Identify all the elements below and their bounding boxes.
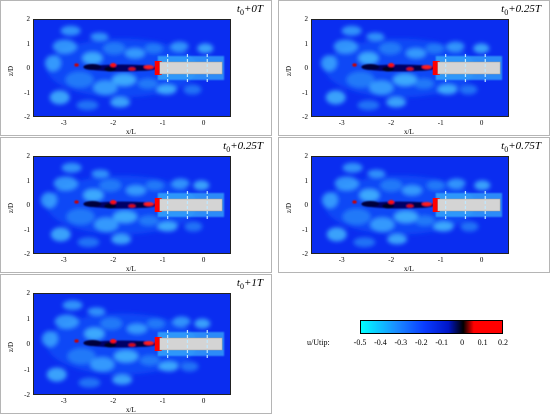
velocity-contour-plot <box>311 19 509 117</box>
y-axis-label: z/D <box>285 65 293 76</box>
y-tick-label: -1 <box>24 88 30 97</box>
x-tick-label: 0 <box>201 119 206 127</box>
contour-field <box>33 156 231 254</box>
x-tick-label: -3 <box>60 256 67 264</box>
x-tick-label: -2 <box>388 256 395 264</box>
colorbar-title: u/Utip: <box>307 338 330 347</box>
time-label: t0+0T <box>236 3 263 18</box>
contour-field <box>33 19 231 117</box>
x-tick-label: -1 <box>159 119 166 127</box>
y-axis-label: z/D <box>285 202 293 213</box>
y-tick-label: 0 <box>26 201 31 209</box>
x-tick-label: -1 <box>437 256 444 264</box>
x-tick-label: 0 <box>479 119 484 127</box>
y-tick-label: 1 <box>304 39 309 48</box>
y-tick-label: -2 <box>302 250 308 258</box>
contour-field <box>33 293 231 395</box>
x-tick-label: -1 <box>437 119 444 127</box>
x-tick-label: -3 <box>338 256 345 264</box>
velocity-contour-plot <box>33 293 231 395</box>
x-tick-label: -2 <box>110 397 117 405</box>
y-tick-label: 2 <box>26 289 31 297</box>
y-tick-label: 0 <box>26 340 31 348</box>
y-tick-label: 1 <box>26 176 31 185</box>
velocity-contour-plot <box>33 156 231 254</box>
flow-panel: t0+0.25T 2 1 0 -1 -2 -3 -2 -1 0 x/L z/D <box>0 137 272 273</box>
x-tick-label: -2 <box>110 256 117 264</box>
flow-panel: t0+0.25T 2 1 0 -1 -2 -3 -2 -1 0 x/L z/D <box>278 0 550 136</box>
y-tick-label: -2 <box>302 113 308 121</box>
x-axis-label: x/L <box>126 406 136 414</box>
y-tick-label: -1 <box>302 225 308 234</box>
y-tick-label: 2 <box>304 152 309 160</box>
x-tick-label: -2 <box>388 119 395 127</box>
velocity-contour-plot <box>33 19 231 117</box>
y-axis-label: z/D <box>7 341 15 352</box>
y-tick-label: -1 <box>24 225 30 234</box>
contour-field <box>311 19 509 117</box>
x-tick-label: -3 <box>60 119 67 127</box>
y-tick-label: 1 <box>26 39 31 48</box>
velocity-contour-plot <box>311 156 509 254</box>
y-tick-label: 2 <box>26 15 31 23</box>
flow-panel: t0+1T 2 1 0 -1 -2 -3 -2 -1 0 x/L z/D <box>0 274 272 414</box>
y-axis-label: z/D <box>7 65 15 76</box>
colorbar-tick-label: -0.3 <box>394 338 408 347</box>
colorbar: u/Utip: -0.5 -0.4 -0.3 -0.2 -0.1 0 0.1 0.2 <box>305 315 520 370</box>
colorbar-tick-label: -0.4 <box>374 338 387 347</box>
y-tick-label: -1 <box>24 365 30 374</box>
time-label: t0+0.25T <box>501 3 541 18</box>
time-label: t0+1T <box>236 277 263 292</box>
y-axis-label: z/D <box>7 202 15 213</box>
x-tick-label: -1 <box>159 256 166 264</box>
x-tick-label: 0 <box>201 397 206 405</box>
y-tick-label: -2 <box>24 250 30 258</box>
colorbar-tick-label: 0 <box>460 338 465 347</box>
y-tick-label: 1 <box>304 176 309 185</box>
time-label: t0+0.75T <box>501 140 541 155</box>
y-tick-label: 0 <box>304 201 309 209</box>
y-tick-label: 0 <box>26 64 31 72</box>
x-tick-label: 0 <box>479 256 484 264</box>
y-tick-label: 2 <box>304 15 309 23</box>
flow-panel: t0+0T 2 1 0 -1 -2 -3 -2 -1 0 x/L z/D <box>0 0 272 136</box>
x-axis-label: x/L <box>126 128 136 136</box>
x-tick-label: 0 <box>201 256 206 264</box>
y-tick-label: 1 <box>26 314 31 323</box>
x-tick-label: -3 <box>60 397 67 405</box>
colorbar-tick-label: -0.2 <box>414 338 428 347</box>
x-axis-label: x/L <box>404 265 414 273</box>
x-axis-label: x/L <box>404 128 414 136</box>
x-tick-label: -1 <box>159 397 166 405</box>
y-tick-label: -2 <box>24 113 30 121</box>
colorbar-gradient <box>360 320 503 334</box>
y-tick-label: -1 <box>302 88 308 97</box>
colorbar-tick-label: 0.2 <box>498 338 508 347</box>
colorbar-tick-label: 0.1 <box>477 338 488 347</box>
y-tick-label: 2 <box>26 152 31 160</box>
y-tick-label: -2 <box>24 391 30 399</box>
colorbar-tick-label: -0.1 <box>435 338 449 347</box>
x-tick-label: -3 <box>338 119 345 127</box>
x-tick-label: -2 <box>110 119 117 127</box>
y-tick-label: 0 <box>304 64 309 72</box>
flow-panel: t0+0.75T 2 1 0 -1 -2 -3 -2 -1 0 x/L z/D <box>278 137 550 273</box>
x-axis-label: x/L <box>126 265 136 273</box>
time-label: t0+0.25T <box>223 140 263 155</box>
colorbar-tick-label: -0.5 <box>353 338 367 347</box>
contour-field <box>311 156 509 254</box>
